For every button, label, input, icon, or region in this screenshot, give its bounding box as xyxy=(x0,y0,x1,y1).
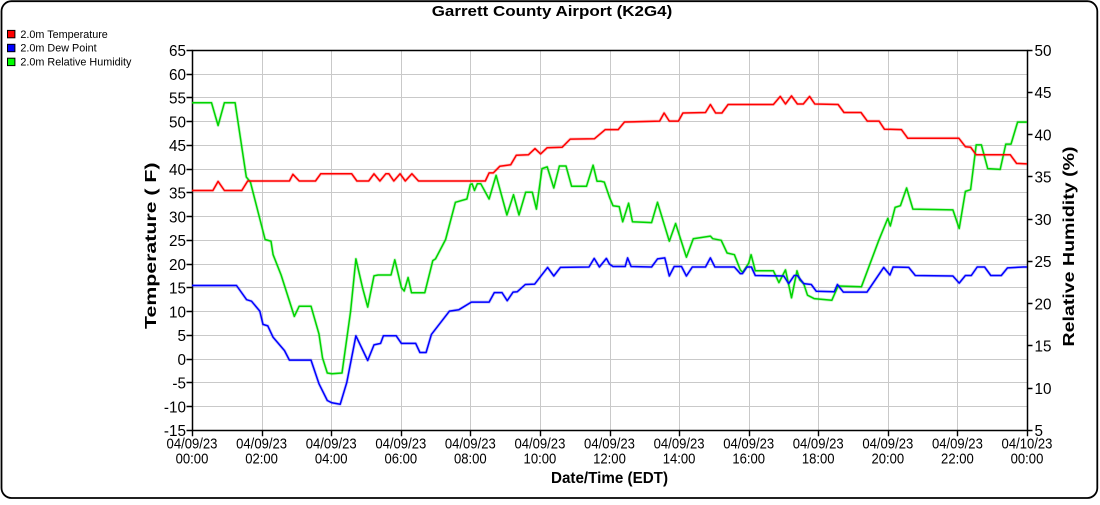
svg-text:04/09/23: 04/09/23 xyxy=(514,435,565,452)
svg-text:-5: -5 xyxy=(172,376,186,393)
svg-text:18:00: 18:00 xyxy=(802,450,835,467)
svg-text:30: 30 xyxy=(1035,212,1052,229)
svg-text:2.0m Temperature: 2.0m Temperature xyxy=(20,29,107,41)
svg-text:35: 35 xyxy=(1035,170,1052,187)
svg-text:12:00: 12:00 xyxy=(593,450,626,467)
svg-text:10:00: 10:00 xyxy=(524,450,557,467)
svg-text:50: 50 xyxy=(1035,43,1052,60)
svg-text:16:00: 16:00 xyxy=(732,450,765,467)
svg-text:04/09/23: 04/09/23 xyxy=(375,435,426,452)
svg-text:45: 45 xyxy=(169,138,186,155)
svg-text:10: 10 xyxy=(1035,381,1052,398)
svg-text:2.0m Relative Humidity: 2.0m Relative Humidity xyxy=(20,57,132,69)
svg-text:04/09/23: 04/09/23 xyxy=(654,435,705,452)
svg-text:20:00: 20:00 xyxy=(871,450,904,467)
svg-text:40: 40 xyxy=(1035,127,1052,144)
svg-text:20: 20 xyxy=(169,257,186,274)
svg-text:04/09/23: 04/09/23 xyxy=(236,435,287,452)
svg-text:04/09/23: 04/09/23 xyxy=(445,435,496,452)
svg-text:Relative Humidity (%): Relative Humidity (%) xyxy=(1061,147,1078,347)
svg-text:22:00: 22:00 xyxy=(941,450,974,467)
svg-text:04/09/23: 04/09/23 xyxy=(167,435,218,452)
svg-text:04/09/23: 04/09/23 xyxy=(584,435,635,452)
svg-text:2.0m Dew Point: 2.0m Dew Point xyxy=(20,43,96,55)
svg-text:40: 40 xyxy=(169,162,186,179)
svg-text:Garrett County Airport (K2G4): Garrett County Airport (K2G4) xyxy=(432,3,673,20)
svg-text:-15: -15 xyxy=(164,423,186,440)
svg-text:15: 15 xyxy=(169,281,186,298)
svg-text:04/10/23: 04/10/23 xyxy=(1002,435,1053,452)
svg-text:04/09/23: 04/09/23 xyxy=(306,435,357,452)
svg-text:Date/Time (EDT): Date/Time (EDT) xyxy=(551,470,668,487)
svg-text:60: 60 xyxy=(169,67,186,84)
svg-text:20: 20 xyxy=(1035,296,1052,313)
svg-text:04/09/23: 04/09/23 xyxy=(723,435,774,452)
svg-text:Temperature ( F): Temperature ( F) xyxy=(143,162,160,329)
svg-text:50: 50 xyxy=(169,114,186,131)
svg-text:25: 25 xyxy=(1035,254,1052,271)
svg-text:0: 0 xyxy=(178,352,187,369)
svg-text:25: 25 xyxy=(169,233,186,250)
svg-text:04/09/23: 04/09/23 xyxy=(862,435,913,452)
svg-text:15: 15 xyxy=(1035,339,1052,356)
svg-text:00:00: 00:00 xyxy=(176,450,209,467)
svg-text:45: 45 xyxy=(1035,85,1052,102)
svg-text:06:00: 06:00 xyxy=(384,450,417,467)
svg-text:-10: -10 xyxy=(164,399,186,416)
svg-text:5: 5 xyxy=(178,328,187,345)
svg-text:04:00: 04:00 xyxy=(315,450,348,467)
svg-text:65: 65 xyxy=(169,43,186,60)
svg-text:10: 10 xyxy=(169,304,186,321)
svg-text:00:00: 00:00 xyxy=(1011,450,1044,467)
svg-text:04/09/23: 04/09/23 xyxy=(793,435,844,452)
svg-text:5: 5 xyxy=(1035,423,1044,440)
svg-text:35: 35 xyxy=(169,186,186,203)
svg-text:55: 55 xyxy=(169,91,186,108)
svg-text:02:00: 02:00 xyxy=(245,450,278,467)
svg-text:08:00: 08:00 xyxy=(454,450,487,467)
svg-text:14:00: 14:00 xyxy=(663,450,696,467)
svg-text:30: 30 xyxy=(169,209,186,226)
svg-text:04/09/23: 04/09/23 xyxy=(932,435,983,452)
